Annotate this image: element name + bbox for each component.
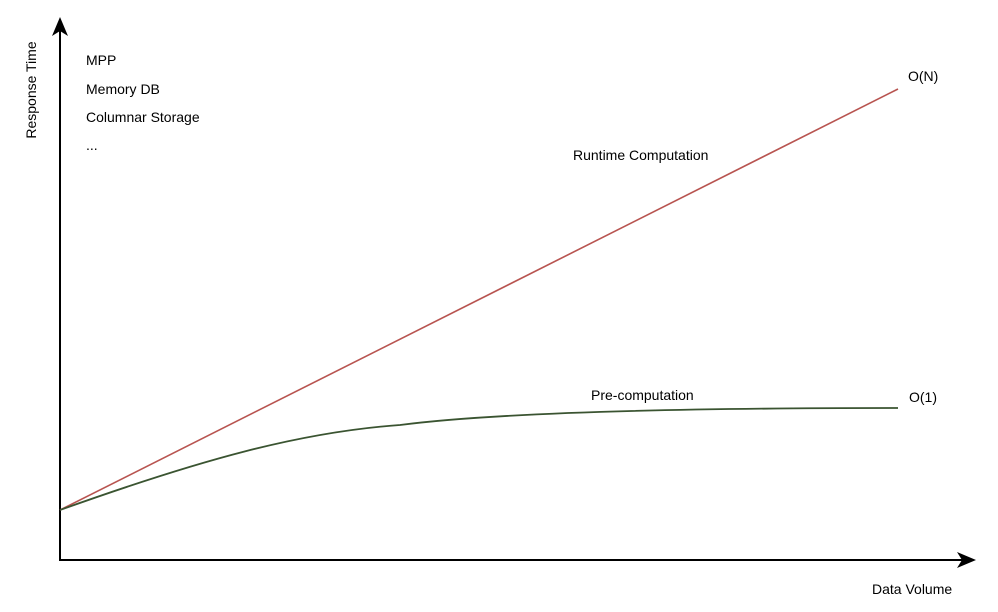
technology-item-ellipsis: ... (86, 137, 98, 153)
precomputation-complexity-label: O(1) (909, 389, 937, 405)
y-axis-arrowhead (52, 17, 68, 36)
runtime-computation-label: Runtime Computation (573, 147, 709, 163)
precomputation-curve (59, 407, 899, 511)
x-axis-arrowhead (957, 552, 976, 568)
runtime-complexity-label: O(N) (908, 68, 939, 84)
x-axis-label: Data Volume (872, 581, 953, 597)
y-axis-label: Response Time (23, 41, 39, 139)
technology-item-memory-db: Memory DB (86, 81, 160, 97)
precomputation-label: Pre-computation (591, 387, 694, 403)
technology-item-mpp: MPP (86, 52, 117, 68)
runtime-computation-line (59, 88, 899, 511)
technology-item-columnar-storage: Columnar Storage (86, 109, 200, 125)
